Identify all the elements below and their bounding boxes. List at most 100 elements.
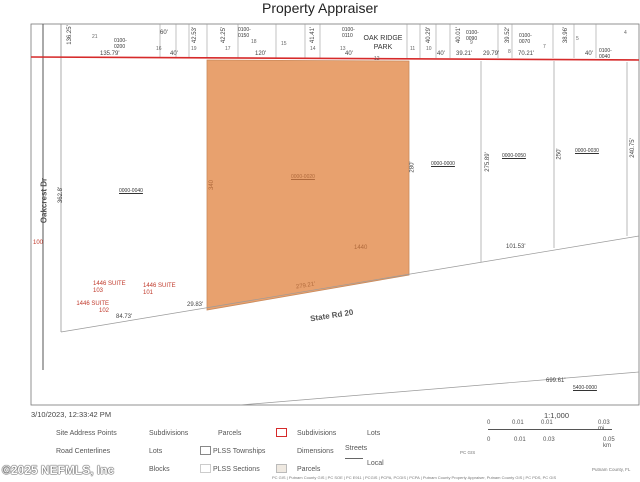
- lot-number: 11: [410, 46, 416, 52]
- legend-local-line: [345, 458, 363, 459]
- dimension-label: 38.96': [563, 26, 570, 44]
- dimension-label: 39.21': [456, 51, 473, 57]
- east-parcel-dim: 280': [409, 161, 416, 173]
- scale-tick: 0.03: [543, 437, 555, 443]
- selected-parcel-id[interactable]: 0000-0020: [291, 174, 315, 180]
- east-parcel-dim: 250': [556, 148, 563, 160]
- parcel-id: 0100-0040: [599, 48, 612, 60]
- lot-number: 15: [281, 41, 287, 47]
- dimension-label: 40': [585, 51, 593, 57]
- bottom-dim: 699.61': [546, 378, 566, 384]
- dimension-label: 39.52': [505, 26, 512, 44]
- legend-plss-townships: PLSS Townships: [213, 448, 266, 455]
- parcel-id: 0100-0200: [114, 38, 127, 50]
- address-label[interactable]: 1446 SUITE 103: [93, 281, 126, 294]
- legend-swatch: [276, 428, 287, 437]
- lot-number: 8: [508, 49, 511, 55]
- page-title: Property Appraiser: [262, 0, 378, 16]
- scale-tick: 0.01: [514, 437, 526, 443]
- top-lots: [60, 24, 597, 58]
- legend-swatch: [200, 446, 211, 455]
- dimension-label: 41.41': [310, 26, 317, 44]
- legend-swatch: [200, 464, 211, 473]
- scale-tick: 0.01: [541, 420, 553, 426]
- lot-number: 16: [156, 46, 162, 52]
- dimension-label: 70.21': [518, 51, 535, 57]
- address-label[interactable]: 1446 SUITE 102: [76, 301, 109, 314]
- legend-blocks: Blocks: [149, 466, 170, 473]
- scale-bar: [488, 429, 612, 430]
- lot-number: 13: [340, 46, 346, 52]
- scale-tick: 0.01: [512, 420, 524, 426]
- road-boundary: [239, 371, 640, 406]
- dimension-label: 40': [437, 51, 445, 57]
- scale-tick: 0.03 mi: [598, 420, 610, 432]
- left-edge-dim: 100: [33, 240, 44, 246]
- east-parcel-id[interactable]: 0000-0030: [575, 148, 599, 154]
- lot-number: 10: [426, 46, 432, 52]
- east-parcel-id[interactable]: 0000-0050: [502, 153, 526, 159]
- scale-tick: 0.05 km: [603, 437, 615, 449]
- east-parcel-lines: [60, 61, 640, 333]
- east-parcel-right-dim: 240.75': [629, 138, 636, 158]
- west-parcel-id[interactable]: 0000-0040: [119, 188, 143, 194]
- legend-parcels: Parcels: [218, 430, 242, 437]
- dimension-label: 136.25': [66, 25, 73, 45]
- source-label: Putnam County, FL: [592, 467, 631, 472]
- lot-number: 4: [624, 30, 627, 36]
- lot-number: 14: [310, 46, 316, 52]
- west-parcel-dim: 362.8': [58, 186, 65, 204]
- legend-parcels-2: Parcels: [297, 466, 321, 473]
- dimension-label: 120': [255, 51, 267, 57]
- scale-ratio: 1:1,000: [544, 411, 570, 420]
- legend-plss-sections: PLSS Sections: [213, 466, 260, 473]
- frontage-dim-b: 29.83': [187, 302, 204, 308]
- bottom-parcel-id[interactable]: 5400-0000: [573, 385, 597, 391]
- selected-parcel-side-dim: 340: [209, 179, 216, 191]
- dimension-label: 40': [170, 51, 178, 57]
- scale-tick: 0: [487, 437, 491, 443]
- oakcrest-street-label: Oakcrest Dr: [39, 177, 49, 224]
- parcel-id: 0100-0070: [519, 33, 532, 45]
- legend-lots: Lots: [149, 448, 163, 455]
- legend-lots-2: Lots: [367, 430, 381, 437]
- parcel-id: 0100-0090: [466, 30, 479, 42]
- dimension-label: 42.53': [192, 26, 199, 44]
- parcel-id: 0100-0110: [342, 27, 355, 39]
- lot-number: 18: [251, 39, 257, 45]
- legend-subdivisions: Subdivisions: [149, 430, 189, 437]
- dimension-label: 40': [345, 51, 353, 57]
- lot-number: 9: [470, 40, 473, 46]
- dimension-label: 40.01': [456, 26, 463, 44]
- lot-number: 5: [576, 36, 579, 42]
- dimension-label: 42.25': [221, 26, 228, 44]
- dimension-label: 60': [160, 30, 168, 36]
- address-label[interactable]: 1446 SUITE 101: [143, 283, 176, 296]
- subdivision-boundary-line: [30, 56, 640, 61]
- lot-number: 21: [92, 34, 98, 40]
- subdivision-label: OAK RIDGE PARK: [363, 35, 403, 51]
- selected-parcel[interactable]: [206, 59, 410, 311]
- dimension-label: 29.79': [483, 51, 500, 57]
- lot-number: 17: [225, 46, 231, 52]
- legend-subdivisions-2: Subdivisions: [297, 430, 337, 437]
- legend-road-centerlines: Road Centerlines: [56, 448, 111, 455]
- dimension-label: 135.79': [100, 51, 120, 57]
- legend-dimensions: Dimensions: [297, 448, 334, 455]
- lot-number: 12: [374, 56, 380, 62]
- legend-site-address-points: Site Address Points: [56, 430, 117, 437]
- lot-number: 7: [543, 44, 546, 50]
- dimension-label: 40.29': [426, 26, 433, 44]
- selected-parcel-right-dim: 1440: [354, 245, 368, 251]
- pc-gis-label: PC GIS: [460, 450, 476, 455]
- east-parcel-dim: 275.89': [484, 152, 491, 172]
- watermark: ©2025 NEFMLS, Inc: [2, 463, 115, 477]
- frontage-dim-a: 84.73': [116, 314, 133, 320]
- parcel-id: 0100-0150: [238, 27, 251, 39]
- east-parcel-id[interactable]: 0000-0000: [431, 161, 455, 167]
- legend-local: Local: [367, 460, 384, 467]
- timestamp: 3/10/2023, 12:33:42 PM: [31, 410, 112, 419]
- attribution: PC GIS | Putnam County GIS | PC SOE | PC…: [272, 475, 557, 480]
- scale-tick: 0: [487, 420, 491, 426]
